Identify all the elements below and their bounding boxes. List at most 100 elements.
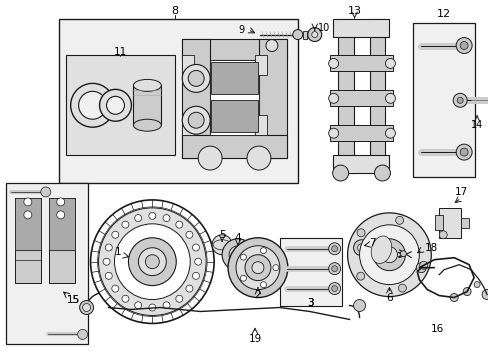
- Circle shape: [112, 231, 119, 238]
- Circle shape: [128, 238, 176, 285]
- Text: 15: 15: [67, 294, 80, 305]
- Circle shape: [328, 58, 338, 68]
- Bar: [332, 155, 388, 173]
- Bar: [49, 198, 75, 283]
- Circle shape: [260, 248, 266, 253]
- Circle shape: [374, 165, 389, 181]
- Bar: [15, 198, 41, 250]
- Bar: [332, 19, 388, 37]
- Circle shape: [114, 224, 190, 300]
- Circle shape: [311, 32, 317, 37]
- Text: 2: 2: [254, 289, 261, 300]
- Text: 7: 7: [368, 238, 375, 248]
- Circle shape: [82, 303, 90, 311]
- Bar: [254, 55, 266, 75]
- Circle shape: [105, 244, 112, 251]
- Text: 3: 3: [307, 297, 313, 307]
- Circle shape: [138, 248, 166, 276]
- Circle shape: [148, 212, 156, 219]
- Text: 13: 13: [347, 6, 361, 15]
- Bar: [211, 62, 258, 94]
- Bar: [369, 19, 385, 173]
- Bar: [254, 115, 266, 135]
- Circle shape: [272, 265, 278, 271]
- Bar: [182, 135, 286, 158]
- Bar: [329, 90, 393, 106]
- Circle shape: [240, 275, 246, 281]
- Circle shape: [227, 238, 287, 298]
- Bar: [259, 39, 286, 158]
- Circle shape: [398, 284, 406, 292]
- Text: 4: 4: [234, 233, 241, 243]
- Circle shape: [400, 251, 406, 257]
- Circle shape: [455, 144, 471, 160]
- Circle shape: [122, 295, 129, 302]
- Text: 6: 6: [386, 293, 392, 302]
- Circle shape: [145, 255, 159, 269]
- Text: 5: 5: [218, 230, 225, 240]
- Circle shape: [353, 240, 369, 256]
- Circle shape: [328, 263, 340, 275]
- Circle shape: [481, 289, 488, 300]
- Circle shape: [356, 229, 365, 237]
- Circle shape: [449, 293, 457, 302]
- Circle shape: [246, 146, 270, 170]
- Circle shape: [105, 273, 112, 279]
- Ellipse shape: [133, 80, 161, 91]
- Text: 15: 15: [67, 294, 80, 305]
- Circle shape: [24, 211, 32, 219]
- Circle shape: [192, 273, 199, 279]
- Circle shape: [307, 28, 321, 41]
- Text: 17: 17: [454, 187, 467, 197]
- Circle shape: [78, 329, 87, 339]
- Circle shape: [419, 261, 427, 269]
- Circle shape: [71, 84, 114, 127]
- Bar: [337, 19, 353, 173]
- Circle shape: [176, 221, 183, 228]
- Circle shape: [79, 91, 106, 119]
- Circle shape: [328, 243, 340, 255]
- Circle shape: [176, 295, 183, 302]
- Circle shape: [462, 288, 470, 296]
- Bar: [210, 60, 259, 135]
- Bar: [133, 85, 161, 125]
- Circle shape: [328, 128, 338, 138]
- Circle shape: [198, 146, 222, 170]
- Bar: [329, 125, 393, 141]
- Circle shape: [385, 93, 395, 103]
- Circle shape: [347, 213, 430, 297]
- Circle shape: [182, 106, 210, 134]
- Ellipse shape: [370, 236, 391, 264]
- Circle shape: [328, 283, 340, 294]
- Circle shape: [103, 258, 110, 265]
- Circle shape: [98, 207, 207, 316]
- Bar: [279, 238, 341, 306]
- Circle shape: [395, 216, 403, 224]
- Text: 3: 3: [307, 297, 313, 307]
- Bar: [182, 115, 194, 135]
- Circle shape: [236, 246, 279, 289]
- Circle shape: [188, 112, 203, 128]
- Circle shape: [385, 58, 395, 68]
- Bar: [460, 218, 468, 228]
- Circle shape: [292, 30, 302, 40]
- Circle shape: [381, 247, 397, 263]
- Circle shape: [194, 258, 201, 265]
- Bar: [182, 55, 194, 75]
- Bar: [438, 208, 460, 238]
- Circle shape: [80, 301, 93, 315]
- Circle shape: [415, 263, 426, 273]
- Circle shape: [331, 246, 337, 252]
- Circle shape: [134, 302, 142, 309]
- Circle shape: [163, 215, 170, 222]
- Bar: [182, 39, 286, 60]
- Circle shape: [459, 148, 467, 156]
- Circle shape: [163, 302, 170, 309]
- Circle shape: [106, 96, 124, 114]
- Text: 12: 12: [436, 9, 450, 19]
- Circle shape: [452, 93, 466, 107]
- Circle shape: [122, 221, 129, 228]
- Circle shape: [244, 255, 270, 280]
- Circle shape: [456, 97, 462, 103]
- Circle shape: [332, 165, 348, 181]
